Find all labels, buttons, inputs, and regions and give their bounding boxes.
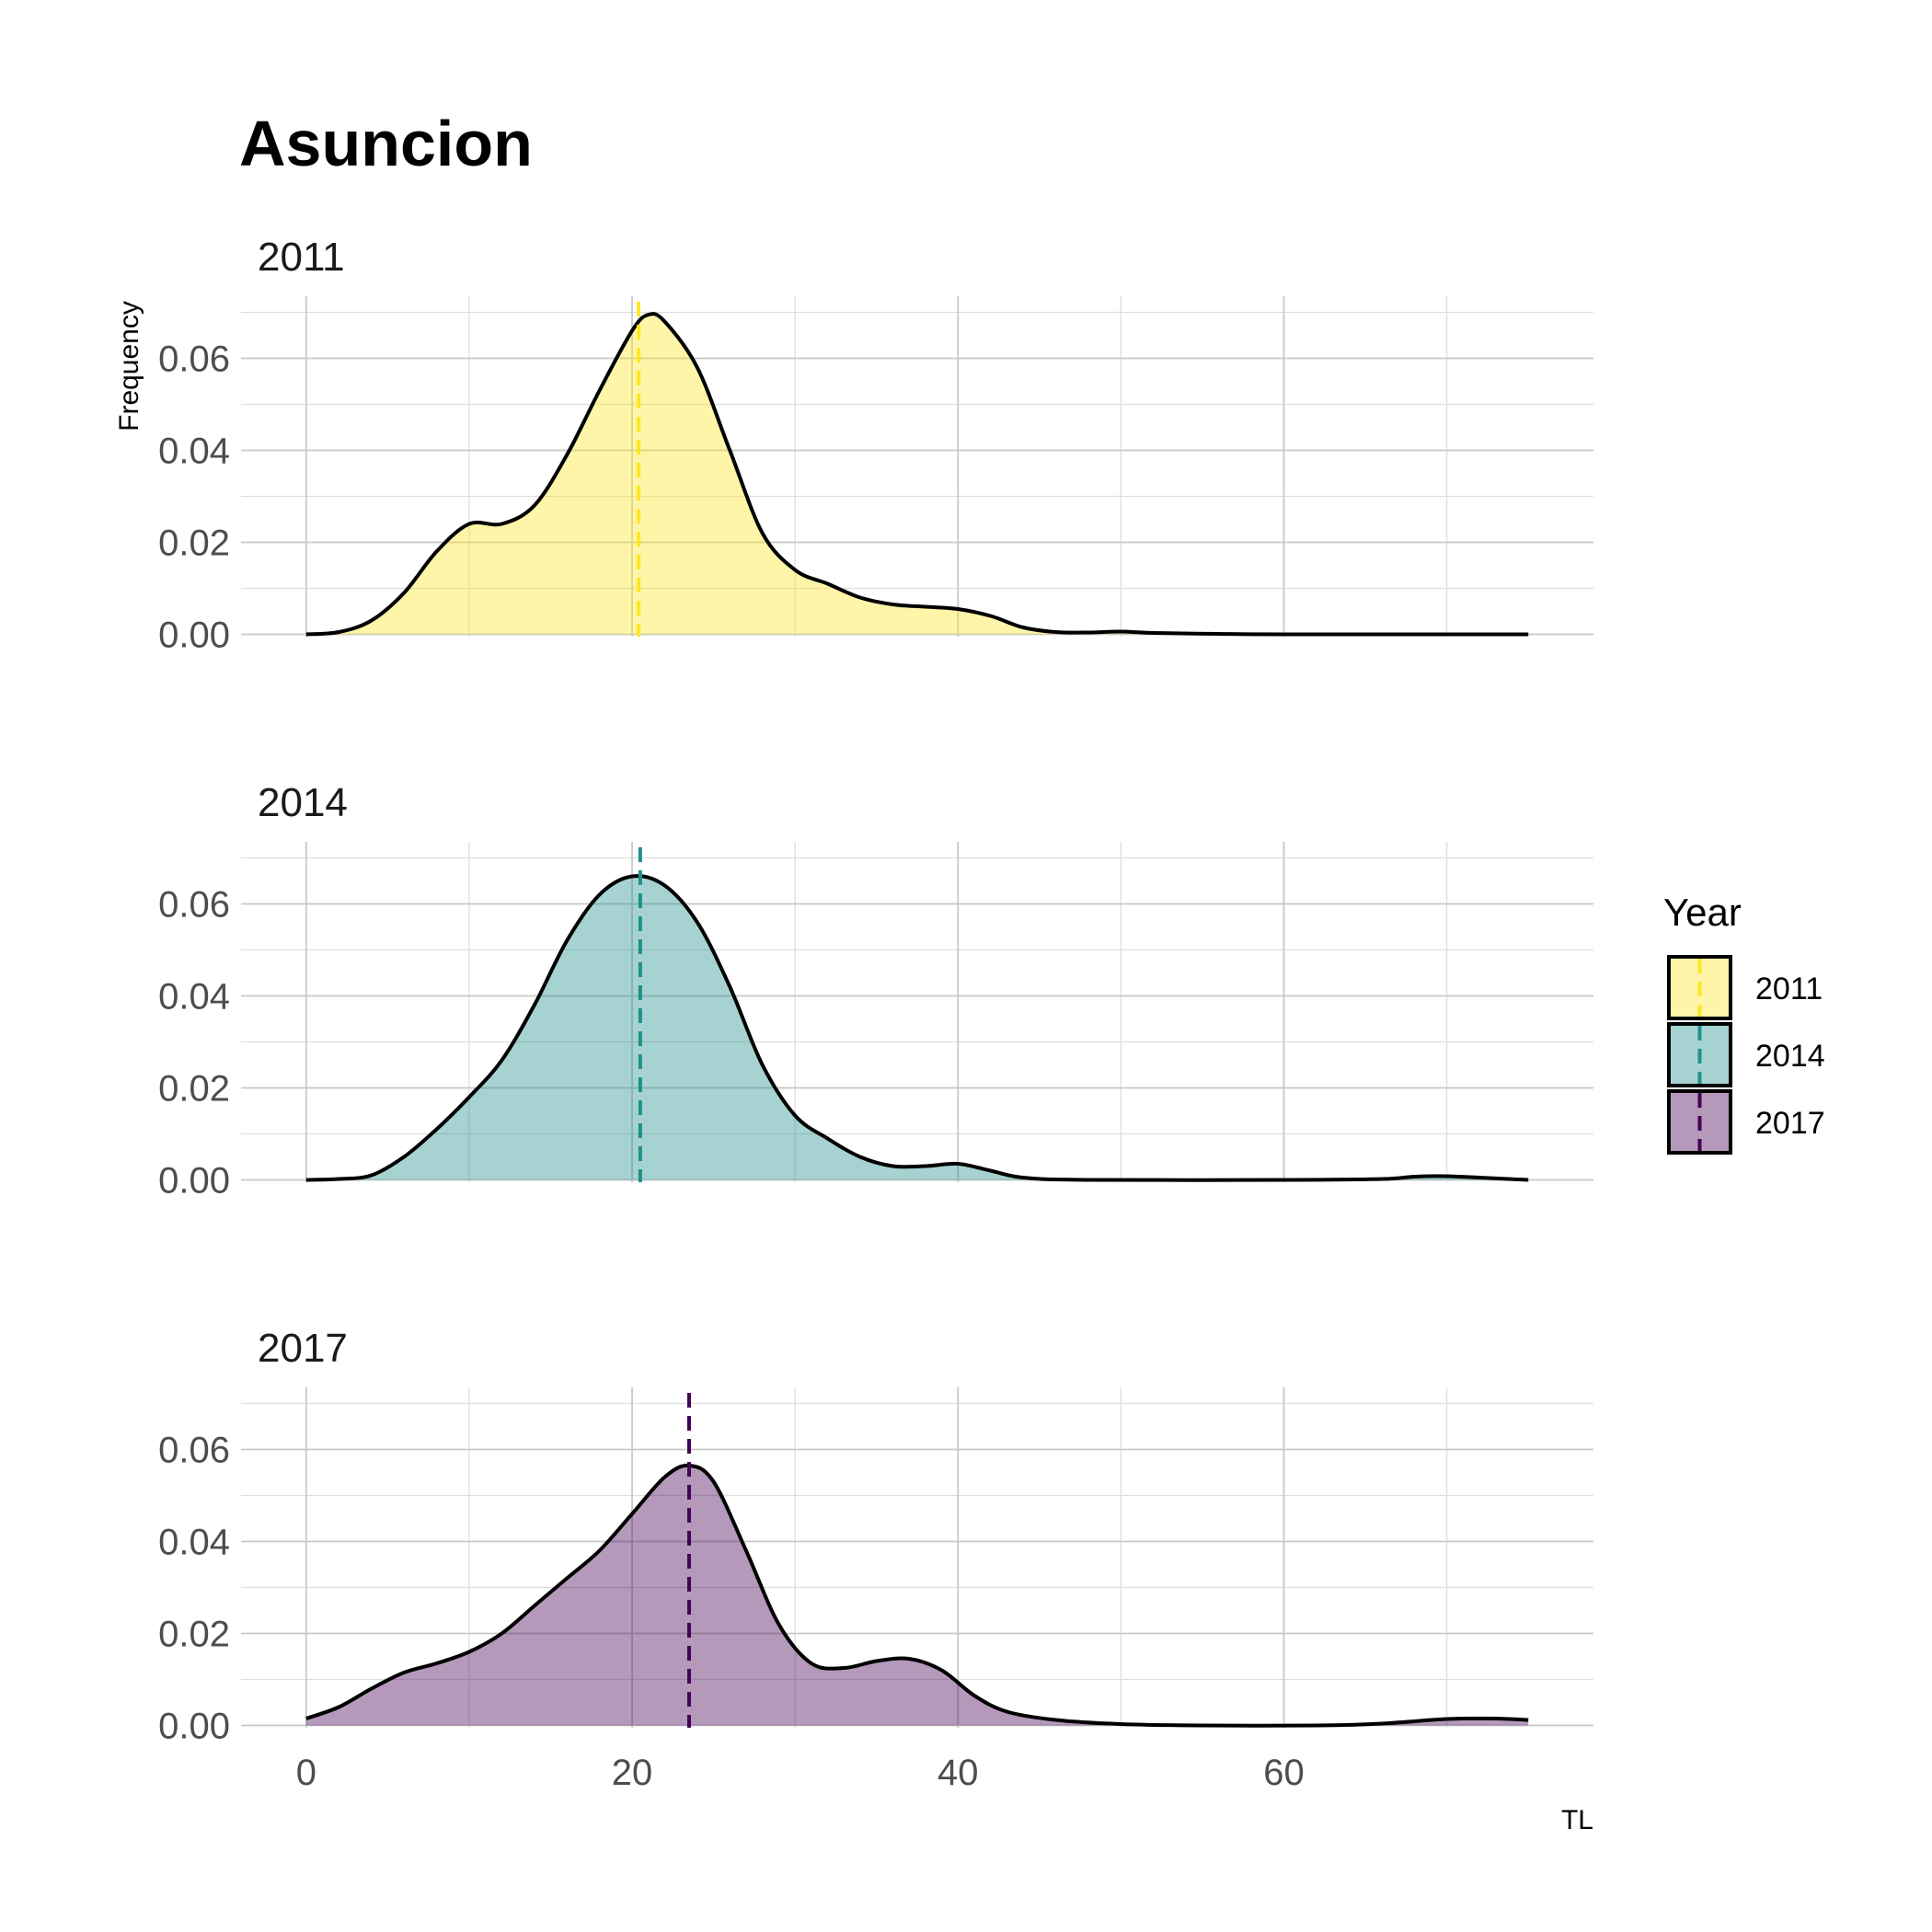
x-tick-label: 20 — [612, 1753, 653, 1793]
x-tick-label: 40 — [937, 1753, 979, 1793]
y-tick-label: 0.04 — [158, 977, 230, 1018]
legend: Year 2011 2014 2017 — [1663, 891, 1825, 1155]
y-tick-label: 0.00 — [158, 1161, 230, 1202]
density-area-2011 — [305, 314, 1529, 635]
density-curve-2017 — [305, 1463, 1529, 1728]
y-tick-label: 0.06 — [158, 339, 230, 380]
y-tick-label: 0.04 — [158, 1523, 230, 1563]
panel-2011: 2011 0.00 0.02 0.04 0.06 — [158, 235, 1593, 656]
chart-title: Asuncion — [239, 108, 533, 179]
y-tick-label: 0.00 — [158, 615, 230, 656]
y-tick-label: 0.02 — [158, 1069, 230, 1110]
density-curve-2014 — [305, 874, 1529, 1182]
facet-strip-label: 2017 — [258, 1326, 348, 1371]
legend-item-2014: 2014 — [1667, 1022, 1825, 1087]
y-tick-label: 0.04 — [158, 431, 230, 472]
facet-strip-label: 2014 — [258, 780, 348, 825]
x-tick-label: 60 — [1263, 1753, 1305, 1793]
legend-label: 2017 — [1755, 1106, 1825, 1141]
facet-panels: 2011 0.00 0.02 0.04 0.06 2014 0.00 0.02 0.04 0.06… — [158, 235, 1593, 1793]
y-tick-label: 0.02 — [158, 1615, 230, 1655]
density-area-2017 — [305, 1465, 1529, 1726]
legend-item-2011: 2011 — [1667, 955, 1823, 1020]
x-tick-label: 0 — [296, 1753, 316, 1793]
y-tick-label: 0.02 — [158, 523, 230, 564]
y-tick-label: 0.06 — [158, 885, 230, 926]
y-axis-label: Frequency — [114, 301, 144, 431]
legend-item-2017: 2017 — [1667, 1089, 1825, 1155]
panel-2017: 2017 0.00 0.02 0.04 0.06 0 20 40 60 — [158, 1326, 1593, 1793]
facet-strip-label: 2011 — [258, 235, 345, 280]
legend-title: Year — [1663, 891, 1742, 934]
y-tick-label: 0.00 — [158, 1707, 230, 1747]
panel-2014: 2014 0.00 0.02 0.04 0.06 — [158, 780, 1593, 1202]
density-curve-2011 — [305, 312, 1529, 637]
legend-label: 2011 — [1755, 972, 1823, 1006]
legend-label: 2014 — [1755, 1039, 1825, 1074]
y-tick-label: 0.06 — [158, 1431, 230, 1471]
density-area-2014 — [305, 876, 1529, 1180]
x-axis-label: TL — [1561, 1805, 1593, 1835]
